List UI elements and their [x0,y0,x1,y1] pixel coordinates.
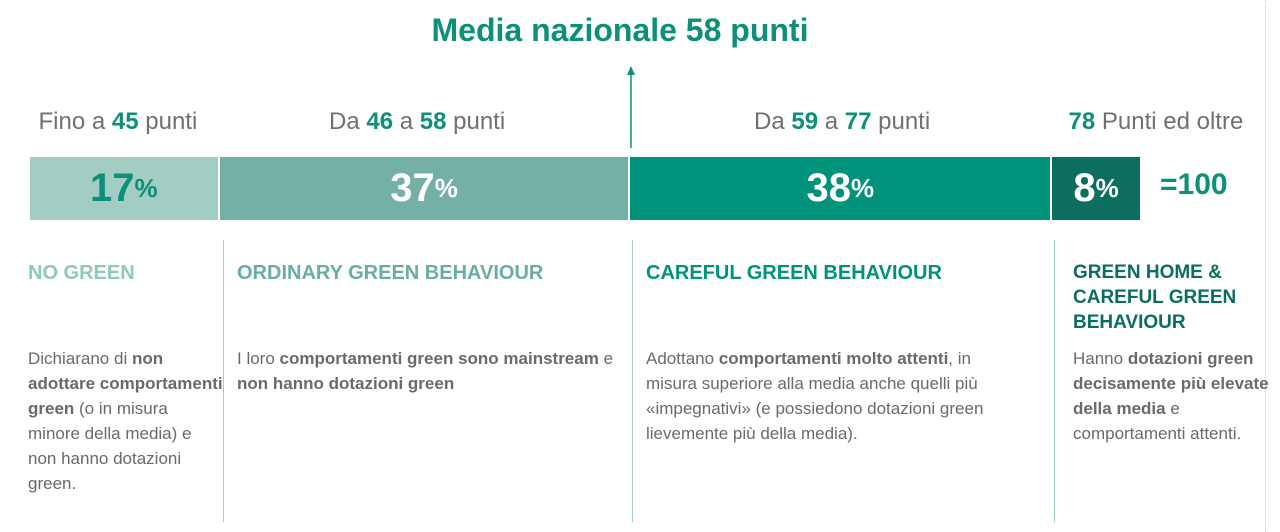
average-arrow-icon [627,66,635,148]
bar-value-label: 37 [390,166,435,210]
description-part: , in misura superiore alla media anche q… [646,349,984,443]
range-label-part: 77 [844,108,872,135]
range-label-4: 78 Punti ed oltre [1069,108,1244,136]
bar-unit-label: % [850,173,875,203]
description-part: comportamenti molto attenti [718,349,949,368]
total-label: =100 [1160,168,1228,201]
column-divider [1054,240,1055,522]
segment-title-4: GREEN HOME & CAREFUL GREEN BEHAVIOUR [1073,262,1237,333]
segment-description-2: I loro comportamenti green sono mainstre… [237,346,622,396]
range-label-part: a [818,108,845,135]
bar-segment-3: 38% [630,157,1051,220]
column-divider [223,240,224,522]
bar-unit-label: % [434,173,458,203]
description-part: non hanno dotazioni green [237,374,455,393]
description-part: e comportamenti attenti. [1073,399,1242,443]
range-label-part: 59 [791,108,819,135]
range-label-part: Da [329,108,367,135]
range-label-2: Da 46 a 58 punti [329,108,505,136]
segment-title-3: CAREFUL GREEN BEHAVIOUR [646,262,942,284]
segment-description-3: Adottano comportamenti molto attenti, in… [646,346,1026,446]
stacked-bar: 17% 37% 38% 8% [30,157,1140,220]
description-part: (o in misura minore della media) e non h… [28,399,192,493]
range-label-3: Da 59 a 77 punti [754,108,930,136]
segment-title-2: ORDINARY GREEN BEHAVIOUR [237,262,544,284]
description-part: I loro [237,349,280,368]
column-divider [632,240,633,522]
range-label-part: a [393,108,420,135]
bar-segment-1: 17% [30,157,218,220]
segment-title-1: NO GREEN [28,262,135,284]
range-label-part: 78 [1068,108,1096,135]
description-part: Adottano [646,349,719,368]
bar-segment-4: 8% [1052,157,1140,220]
range-label-part: punti [446,108,506,135]
description-part: non adottare comportamenti green [28,349,223,418]
description-part: Dichiarano di [28,349,132,368]
range-label-part: 46 [366,108,394,135]
range-label-part: 45 [111,108,139,135]
bar-value-label: 8 [1073,166,1096,210]
range-label-part: 58 [419,108,447,135]
bar-value-label: 38 [806,166,851,210]
range-label-part: Da [754,108,792,135]
range-label-part: punti [138,108,198,135]
description-part: dotazioni green decisamente più elevate … [1073,349,1269,418]
chart-title: Media nazionale 58 punti [431,12,809,48]
range-label-part: punti [871,108,931,135]
range-label-part: Fino a [38,108,112,135]
bar-unit-label: % [1095,173,1119,203]
right-edge-guide [1265,0,1266,532]
segment-description-4: Hanno dotazioni green decisamente più el… [1073,346,1273,446]
description-part: Hanno [1073,349,1128,368]
description-part: comportamenti green sono mainstream [279,349,599,368]
segment-description-1: Dichiarano di non adottare comportamenti… [28,346,223,496]
range-label-1: Fino a 45 punti [39,108,198,136]
bar-segment-2: 37% [219,157,629,220]
bar-value-label: 17 [90,166,135,210]
range-label-part: Punti ed oltre [1095,108,1244,135]
description-part: e [598,349,614,368]
bar-unit-label: % [134,173,158,203]
